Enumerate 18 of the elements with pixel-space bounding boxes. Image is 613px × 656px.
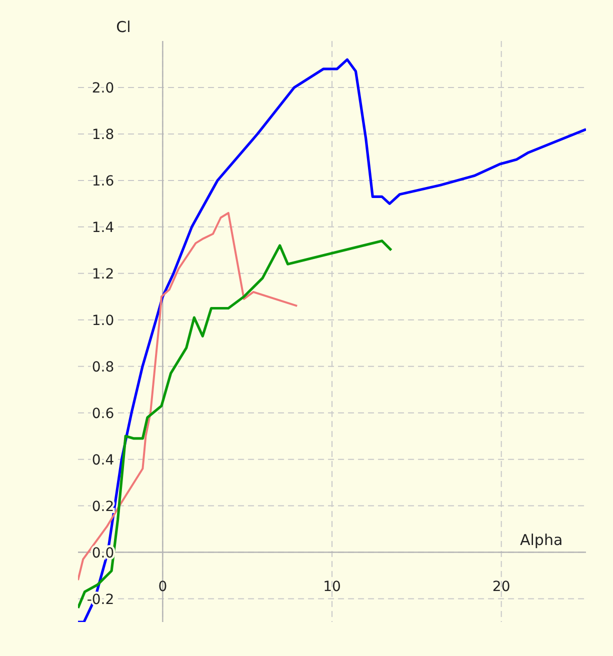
line-series xyxy=(78,212,298,582)
line-series xyxy=(78,240,393,610)
x-tick-label: 20 xyxy=(492,579,510,596)
y-tick-label: 1.6 xyxy=(92,173,114,190)
y-tick-label: 0.2 xyxy=(92,498,114,515)
y-tick-label: 0.6 xyxy=(92,406,114,422)
y-tick-label: 0.8 xyxy=(92,359,114,376)
x-tick-label: 10 xyxy=(323,579,341,596)
x-tick-label: 0 xyxy=(158,579,168,596)
y-tick-label: 0.4 xyxy=(92,452,114,468)
y-tick-label: 1.8 xyxy=(92,126,114,143)
y-tick-label: 1.2 xyxy=(92,266,114,282)
y-tick-label: 1.0 xyxy=(92,312,114,329)
x-axis-title: Alpha xyxy=(520,531,563,550)
y-axis-title: Cl xyxy=(116,18,131,36)
y-tick-label: 2.0 xyxy=(92,80,114,96)
line-series xyxy=(78,58,586,622)
y-tick-label: 1.4 xyxy=(92,220,114,236)
